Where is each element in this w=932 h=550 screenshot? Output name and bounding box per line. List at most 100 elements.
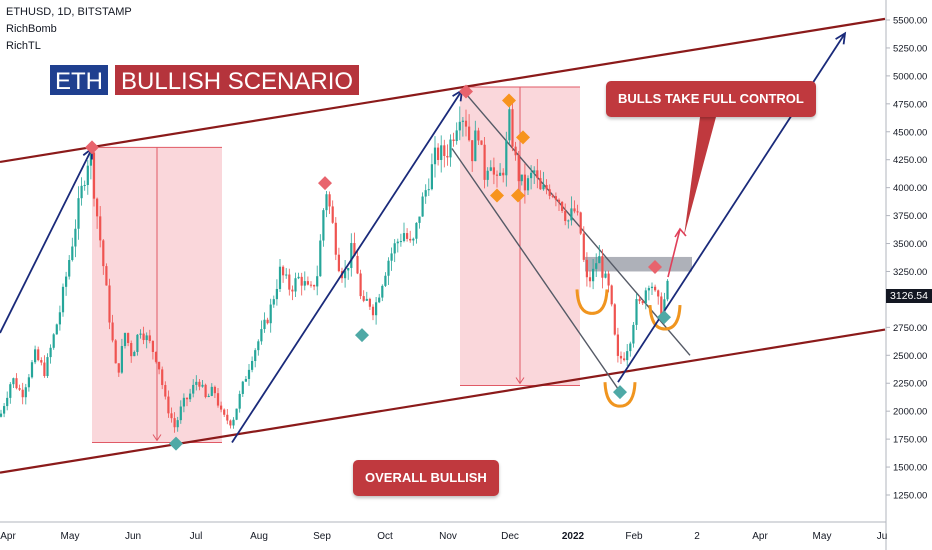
y-tick-label: 5250.00 <box>893 43 927 54</box>
candle-body <box>27 377 30 388</box>
candle-body <box>201 384 204 387</box>
candle-body <box>52 334 55 348</box>
candle-body <box>378 297 381 303</box>
candle-body <box>46 357 49 377</box>
y-tick-label: 2250.00 <box>893 379 927 390</box>
candle-body <box>480 140 483 145</box>
candle-body <box>108 285 111 323</box>
candle-body <box>650 286 654 289</box>
candle-body <box>331 206 334 223</box>
candle-body <box>86 165 89 186</box>
bulls-arrowhead <box>674 227 687 238</box>
candle-body <box>111 322 114 341</box>
candle-body <box>449 139 452 158</box>
candle-body <box>30 362 34 378</box>
candle-body <box>18 388 21 390</box>
candle-body <box>554 196 557 200</box>
candle-body <box>499 172 502 176</box>
indicator-richtl[interactable]: RichTL <box>6 40 41 52</box>
candle-body <box>142 333 145 341</box>
candle-body <box>3 406 6 414</box>
candle-body <box>579 212 582 234</box>
candle-body <box>455 130 458 142</box>
y-tick-label: 4000.00 <box>893 183 927 194</box>
candle-body <box>204 384 207 398</box>
candle-body <box>564 210 567 222</box>
candle-body <box>443 145 446 156</box>
candle-body <box>595 263 598 269</box>
bulls-callout: BULLS TAKE FULL CONTROL <box>606 81 816 117</box>
candle-body <box>49 347 52 358</box>
candle-body <box>319 240 322 277</box>
bulls-arrow <box>667 228 681 278</box>
candle-body <box>437 147 440 160</box>
marker-teal <box>657 310 671 325</box>
candle-body <box>313 285 316 287</box>
candle-body <box>294 278 297 292</box>
candle-body <box>399 241 402 243</box>
candle-body <box>644 290 647 304</box>
candle-body <box>666 280 669 300</box>
candle-body <box>43 362 46 377</box>
candle-body <box>641 301 644 304</box>
candle-body <box>167 396 170 414</box>
candle-body <box>213 386 216 394</box>
candle-body <box>657 290 660 297</box>
x-tick-label: Ju <box>877 531 888 542</box>
y-tick-label: 2750.00 <box>893 323 927 334</box>
candle-body <box>328 194 331 207</box>
candle-body <box>71 246 74 261</box>
marker-orange <box>490 188 504 203</box>
resistance-box <box>585 256 692 272</box>
candle-body <box>96 198 99 217</box>
candle-body <box>127 333 130 343</box>
candle-body <box>353 243 356 256</box>
candle-body <box>573 208 576 212</box>
marker-red <box>648 260 662 274</box>
chart-info: ETHUSD, 1D, BITSTAMP RichBomb RichTL <box>6 4 132 55</box>
scenario-banner: ETH BULLISH SCENARIO <box>48 63 362 97</box>
y-tick-label: 4250.00 <box>893 155 927 166</box>
candle-body <box>548 189 551 196</box>
candle-body <box>557 199 561 202</box>
x-tick-label: May <box>813 531 832 542</box>
candle-body <box>567 220 570 222</box>
y-tick-label: 1750.00 <box>893 435 927 446</box>
candle-body <box>99 216 102 241</box>
candle-body <box>207 395 210 398</box>
candle-body <box>80 185 83 199</box>
candle-body <box>254 350 257 361</box>
x-tick-label: Jul <box>190 531 203 542</box>
candle-body <box>368 298 371 307</box>
y-tick-label: 4750.00 <box>893 99 927 110</box>
candle-body <box>461 120 464 122</box>
candle-body <box>626 351 629 361</box>
zone-measure-arrow <box>152 434 162 442</box>
marker-teal <box>169 436 183 451</box>
candle-body <box>309 284 313 286</box>
last-price-badge: 3126.54 <box>886 289 932 303</box>
candle-body <box>520 174 523 182</box>
y-tick-label: 5500.00 <box>893 16 927 27</box>
y-tick-label: 5000.00 <box>893 71 927 82</box>
candle-body <box>300 276 303 286</box>
candle-body <box>257 341 260 351</box>
candle-body <box>387 260 390 276</box>
marker-red <box>85 140 99 155</box>
candle-body <box>393 243 396 254</box>
x-tick-label: Nov <box>439 531 457 542</box>
x-tick-label: Apr <box>752 531 768 542</box>
candle-body <box>232 419 235 426</box>
price-axis-bg <box>886 0 932 550</box>
indicator-richbomb[interactable]: RichBomb <box>6 23 57 35</box>
candle-body <box>235 408 238 420</box>
candle-body <box>15 378 18 389</box>
y-tick-label: 2500.00 <box>893 351 927 362</box>
candle-body <box>105 266 108 286</box>
candle-body <box>229 420 232 426</box>
candle-body <box>337 254 340 272</box>
x-tick-label: Aug <box>250 531 268 542</box>
candle-body <box>133 351 136 357</box>
candle-body <box>486 170 489 180</box>
